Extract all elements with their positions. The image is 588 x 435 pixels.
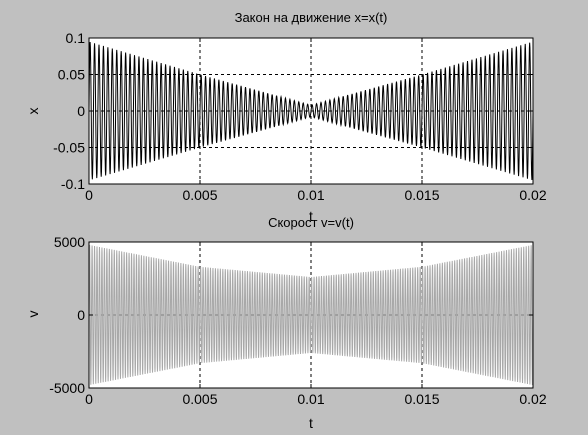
position-chart: 0 0.005 0.01 0.015 0.02 -0.1 -0.05 0 0.05 0.1 За… — [25, 10, 547, 224]
velocity-x-tick-label-0: 0 — [85, 391, 93, 407]
position-x-tick-label-0: 0 — [85, 187, 93, 203]
velocity-y-axis-label: v — [25, 311, 41, 318]
velocity-x-tick-label-3: 0.015 — [404, 391, 439, 407]
position-series — [88, 41, 534, 181]
position-x-tick-label-1: 0.005 — [182, 187, 217, 203]
velocity-x-tick-label-4: 0.02 — [519, 391, 546, 407]
position-y-tick-label-3: 0.05 — [58, 67, 85, 83]
velocity-chart-title: Скорост v=v(t) — [268, 215, 354, 230]
velocity-y-ticks: -5000 0 5000 — [49, 234, 533, 396]
velocity-series-line — [88, 245, 534, 385]
velocity-y-tick-label-2: 5000 — [54, 234, 85, 250]
velocity-x-tick-label-1: 0.005 — [182, 391, 217, 407]
position-y-tick-label-2: 0 — [77, 103, 85, 119]
position-x-axis-label: t — [309, 208, 313, 224]
velocity-y-tick-label-0: -5000 — [49, 380, 85, 396]
position-x-tick-label-4: 0.02 — [519, 187, 546, 203]
position-y-tick-label-4: 0.1 — [66, 30, 86, 46]
position-x-tick-label-3: 0.015 — [404, 187, 439, 203]
position-y-axis-label: x — [25, 108, 41, 115]
position-x-tick-label-2: 0.01 — [297, 187, 324, 203]
position-y-tick-label-1: -0.05 — [53, 140, 85, 156]
velocity-x-axis-label: t — [309, 415, 313, 431]
velocity-x-tick-label-2: 0.01 — [297, 391, 324, 407]
position-chart-title: Закон на движение x=x(t) — [235, 10, 388, 25]
position-y-tick-label-0: -0.1 — [61, 176, 85, 192]
position-series-line — [88, 41, 534, 181]
velocity-x-ticks: 0 0.005 0.01 0.015 0.02 — [85, 242, 547, 407]
velocity-y-tick-label-1: 0 — [77, 307, 85, 323]
velocity-series — [88, 245, 534, 385]
position-x-ticks: 0 0.005 0.01 0.015 0.02 — [85, 38, 547, 203]
position-y-ticks: -0.1 -0.05 0 0.05 0.1 — [53, 30, 533, 192]
